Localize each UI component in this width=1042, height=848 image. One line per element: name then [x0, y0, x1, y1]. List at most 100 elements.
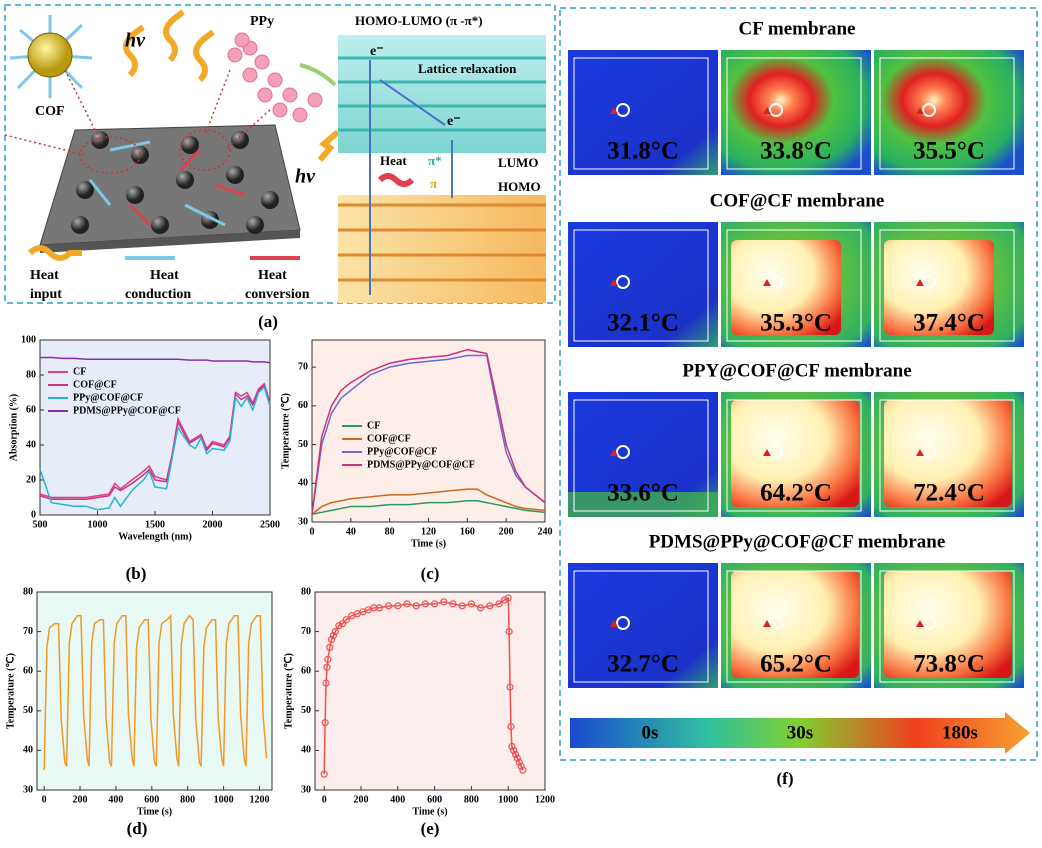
- data-point: [507, 723, 515, 731]
- temperature: 32.7°C: [607, 651, 679, 678]
- temperature: 64.2°C: [760, 480, 832, 507]
- legend-label: COF@CF: [73, 379, 117, 390]
- marker: [763, 620, 771, 627]
- row-title: PPY@COF@CF membrane: [682, 360, 911, 381]
- data-point: [322, 679, 330, 687]
- roi-box: [879, 229, 1015, 342]
- label: Heat: [30, 268, 59, 283]
- temperature: 73.8°C: [913, 651, 985, 678]
- x-tick-label: 400: [108, 794, 123, 805]
- scale-label: 30s: [787, 722, 813, 743]
- data-point: [342, 616, 350, 624]
- crosshair: [769, 103, 783, 117]
- y-tick-label: 30: [23, 784, 33, 795]
- roi-box: [573, 229, 709, 342]
- data-point: [394, 602, 402, 610]
- y-tick-label: 40: [23, 745, 33, 756]
- thermal-image: [721, 563, 871, 688]
- crosshair: [922, 103, 936, 117]
- y-tick-label: 100: [21, 334, 36, 345]
- band-lines: [338, 56, 546, 132]
- x-tick-label: 240: [538, 526, 553, 537]
- panel-label: (a): [258, 312, 278, 331]
- image-bg: [568, 50, 718, 175]
- data-point: [504, 594, 512, 602]
- data-point: [431, 600, 439, 608]
- data-point: [440, 598, 448, 606]
- image-bg: [568, 563, 718, 688]
- data-point: [508, 742, 516, 751]
- thermal-image: [568, 392, 718, 517]
- y-tick-label: 60: [26, 404, 36, 415]
- marker: [610, 620, 618, 627]
- plot-area: [311, 339, 546, 523]
- y-tick-label: 50: [298, 439, 308, 450]
- crosshair: [922, 445, 936, 459]
- panel-label: (c): [421, 564, 440, 583]
- hot-block: [731, 571, 859, 678]
- data-line: [311, 354, 546, 515]
- x-tick-label: 1200: [535, 794, 555, 805]
- panel-label: (e): [421, 819, 440, 838]
- legend-label: CF: [367, 420, 380, 431]
- crosshair: [922, 275, 936, 289]
- data-point: [513, 754, 522, 762]
- panel-a: hν hν PPy COF HOMO-LUMO (π -π*) e⁻ e⁻ La…: [4, 4, 556, 331]
- panel-frame: [4, 4, 556, 304]
- label: PPy: [250, 14, 274, 29]
- x-tick-label: 800: [180, 794, 195, 805]
- marker: [610, 107, 618, 114]
- data-point: [323, 663, 331, 671]
- x-tick-label: 1200: [249, 794, 269, 805]
- crosshair: [769, 445, 783, 459]
- row-title: PDMS@PPy@COF@CF membrane: [649, 531, 946, 552]
- y-tick-label: 40: [301, 745, 311, 756]
- data-line: [323, 596, 524, 775]
- crosshair: [616, 103, 630, 117]
- image-bg: [874, 50, 1024, 175]
- temperature: 72.4°C: [913, 480, 985, 507]
- label: hν: [125, 30, 146, 52]
- temperature: 33.6°C: [607, 480, 679, 507]
- hot-block: [884, 571, 1012, 678]
- x-tick-label: 600: [144, 794, 159, 805]
- roi-box: [726, 399, 862, 512]
- y-tick-label: 50: [301, 705, 311, 716]
- marker: [763, 279, 771, 286]
- crosshair: [922, 616, 936, 630]
- marker: [610, 449, 618, 456]
- thermal-image: [568, 222, 718, 347]
- hot-block: [731, 240, 841, 335]
- y-tick-label: 0: [31, 509, 36, 520]
- x-tick-label: 200: [73, 794, 88, 805]
- x-tick-label: 200: [354, 794, 369, 805]
- data-line: [311, 488, 546, 515]
- label: Heat: [150, 268, 179, 283]
- data-line: [311, 348, 546, 515]
- energy-band-bottom: [338, 195, 546, 303]
- data-point: [327, 635, 336, 644]
- data-point: [500, 596, 509, 604]
- data-point: [412, 602, 420, 610]
- label: Heat: [380, 153, 407, 168]
- roi-box: [726, 229, 862, 342]
- y-tick-label: 60: [23, 665, 33, 676]
- ppy-molecule: [227, 32, 323, 123]
- thermal-image: [568, 563, 718, 688]
- data-point: [510, 746, 518, 755]
- temperature: 65.2°C: [760, 651, 832, 678]
- roi-box: [573, 57, 709, 170]
- x-tick-label: 500: [33, 519, 48, 530]
- hot-block: [731, 400, 859, 507]
- y-tick-label: 70: [301, 626, 311, 637]
- label: COF: [35, 104, 65, 119]
- thermal-image: [721, 50, 871, 175]
- thermal-image: [874, 392, 1024, 517]
- data-point: [321, 719, 329, 727]
- crosshair: [616, 275, 630, 289]
- y-tick-label: 30: [301, 784, 311, 795]
- label: HOMO: [498, 179, 541, 194]
- cof-particle: [9, 15, 93, 98]
- row-title: CF membrane: [739, 18, 856, 39]
- y-tick-label: 80: [26, 369, 36, 380]
